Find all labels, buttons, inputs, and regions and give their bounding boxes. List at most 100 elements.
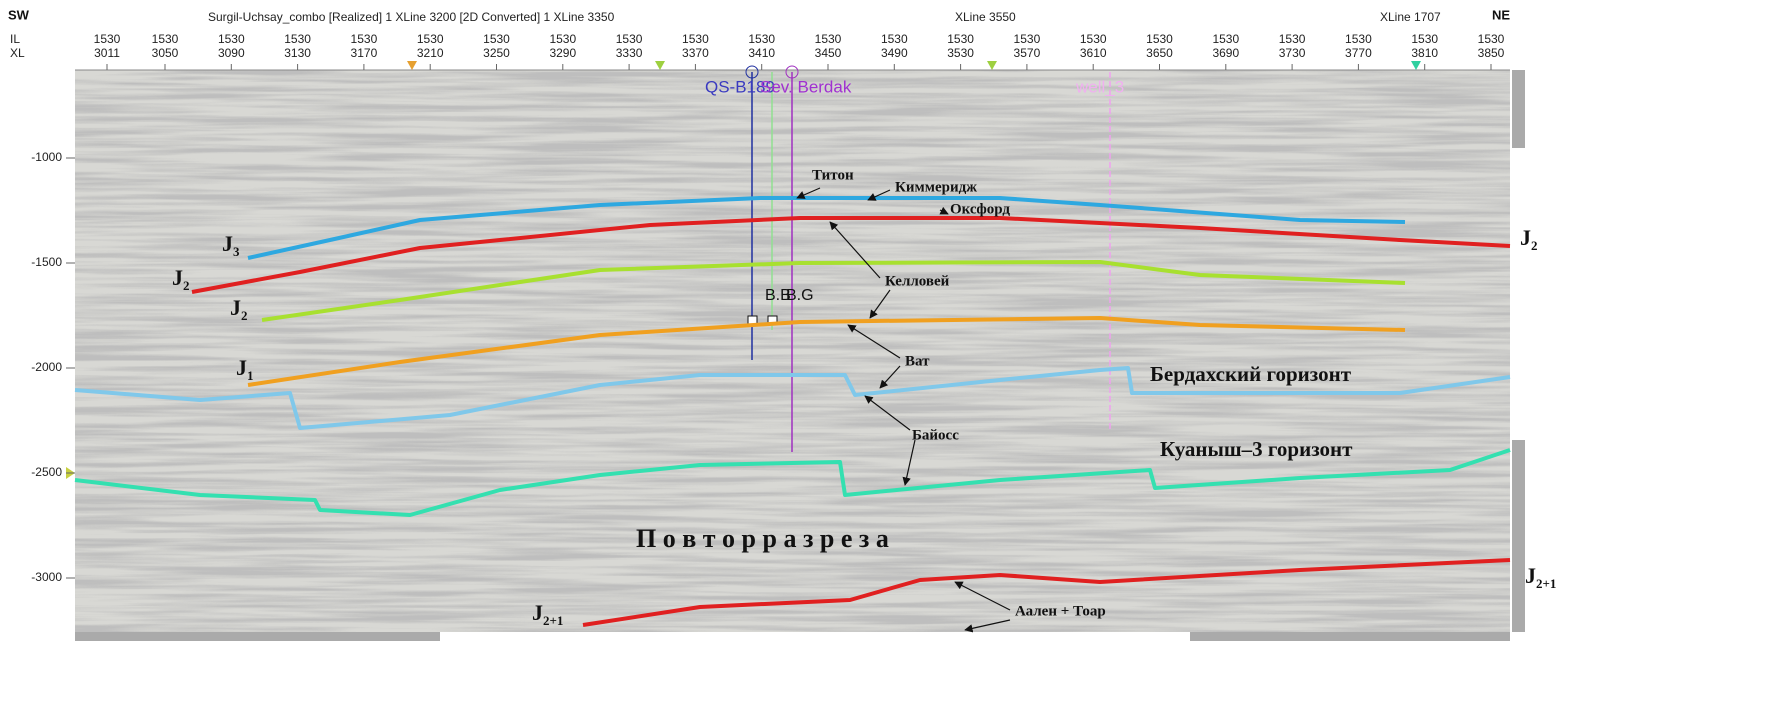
il-label: 1530: [815, 32, 842, 46]
label-sub: 3: [233, 244, 240, 259]
il-label: 1530: [152, 32, 179, 46]
xl-label: 3330: [616, 46, 643, 60]
arrow: [964, 619, 1011, 633]
xl-label: 3570: [1014, 46, 1041, 60]
il-label: 1530: [1080, 32, 1107, 46]
xl-label: 3690: [1212, 46, 1239, 60]
arrow: [954, 581, 1011, 611]
xl-label: 3770: [1345, 46, 1372, 60]
horizon: [582, 558, 1511, 627]
scroll-bar: [1512, 70, 1525, 148]
marker-triangle: [987, 61, 997, 70]
label-base: J: [1520, 225, 1531, 250]
il-label: 1530: [1478, 32, 1505, 46]
ne-label: NE: [1492, 7, 1510, 22]
label-base: J: [532, 600, 543, 625]
horizon: [74, 448, 1511, 517]
label-sub: 2: [241, 308, 248, 323]
label-sub: 2: [183, 278, 190, 293]
well-label: well_3: [1075, 77, 1124, 96]
arrow: [829, 221, 881, 279]
il-label: 1530: [218, 32, 245, 46]
xl-label: 3650: [1146, 46, 1173, 60]
section-title: Surgil-Uchsay_combo [Realized] 1 XLine 3…: [208, 10, 615, 24]
well-head: [745, 65, 759, 79]
annotation: Титон: [812, 167, 854, 183]
well-label: Sev. Berdak: [760, 77, 852, 96]
xl-label: 3250: [483, 46, 510, 60]
il-label: 1530: [284, 32, 311, 46]
scroll-bar: [75, 632, 440, 641]
depth-label: -2500: [31, 465, 62, 479]
horizon-label: J2+1: [532, 600, 563, 628]
horizon-label: J2: [230, 295, 248, 323]
il-label: 1530: [483, 32, 510, 46]
horizon-label: J2: [172, 265, 190, 293]
il-label: 1530: [1345, 32, 1372, 46]
arrow: [864, 395, 911, 431]
arrow: [847, 324, 901, 359]
arrow: [869, 289, 891, 319]
annotation: Куаныш–3 горизонт: [1160, 437, 1353, 461]
il-label: 1530: [947, 32, 974, 46]
label-sub: 2+1: [543, 613, 563, 628]
marker-label: B.G: [786, 287, 814, 304]
xl-label: 3810: [1411, 46, 1438, 60]
xl-label: 3011: [94, 46, 120, 60]
xl-label: 3490: [881, 46, 908, 60]
horizon: [74, 366, 1511, 430]
well-label: QS-B189: [705, 77, 775, 96]
annotation: Оксфорд: [950, 201, 1010, 217]
il-label: 1530: [94, 32, 121, 46]
marker-triangle: [1411, 61, 1421, 70]
annotation: Байосс: [912, 427, 959, 443]
horizon-label: J1: [236, 355, 254, 383]
depth-label: -3000: [31, 570, 62, 584]
xl-label: 3130: [284, 46, 311, 60]
il-label: 1530: [1279, 32, 1306, 46]
horizon-label: J2+1: [1525, 563, 1556, 591]
arrow: [796, 187, 821, 199]
scroll-bar: [1190, 632, 1510, 641]
sw-label: SW: [8, 7, 30, 22]
xl-label: 3410: [748, 46, 775, 60]
il-label: 1530: [682, 32, 709, 46]
il-label: 1530: [351, 32, 378, 46]
label-base: J: [222, 231, 233, 256]
il-label: 1530: [1014, 32, 1041, 46]
marker-triangle: [407, 61, 417, 70]
il-label: 1530: [748, 32, 775, 46]
xl-label: 3370: [682, 46, 709, 60]
xl-label: 3290: [549, 46, 576, 60]
horizon: [247, 316, 1406, 387]
row-label: IL: [10, 32, 20, 46]
il-label: 1530: [417, 32, 444, 46]
arrow: [867, 189, 891, 201]
horizon-label: J3: [222, 231, 240, 259]
xl-label: 3210: [417, 46, 444, 60]
horizon: [191, 216, 1511, 294]
il-label: 1530: [549, 32, 576, 46]
xl-label: 3090: [218, 46, 245, 60]
annotation: Аален + Тоар: [1015, 603, 1106, 619]
il-label: 1530: [1146, 32, 1173, 46]
annotation: Киммеридж: [895, 179, 977, 195]
label-base: J: [1525, 563, 1536, 588]
il-label: 1530: [1411, 32, 1438, 46]
depth-label: -1500: [31, 255, 62, 269]
arrow: [939, 206, 949, 215]
annotation: Бердахский горизонт: [1150, 362, 1352, 386]
xl-label: 3170: [351, 46, 378, 60]
xl-label: 3530: [947, 46, 974, 60]
horizon: [261, 260, 1406, 322]
annotation: П о в т о р р а з р е з а: [636, 524, 889, 553]
label-base: J: [172, 265, 183, 290]
well-head: [785, 65, 799, 79]
il-label: 1530: [616, 32, 643, 46]
label-sub: 2+1: [1536, 576, 1556, 591]
annotation: Ват: [905, 353, 930, 369]
xl-label: 3610: [1080, 46, 1107, 60]
xline-label: XLine 1707: [1380, 10, 1441, 24]
depth-label: -2000: [31, 360, 62, 374]
annotation: Келловей: [885, 273, 950, 289]
